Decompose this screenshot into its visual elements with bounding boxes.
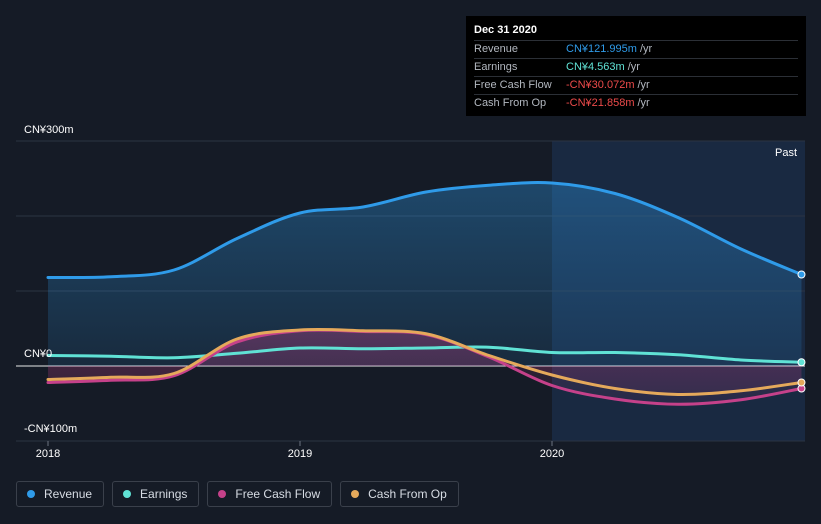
legend-item-cash-from-op[interactable]: Cash From Op [340, 481, 459, 507]
tooltip-unit: /yr [637, 97, 650, 109]
series-lines [46, 181, 803, 406]
tooltip-value: CN¥4.563m [566, 61, 625, 73]
revenue-line [46, 181, 803, 280]
tooltip-value: -CN¥21.858m [566, 97, 635, 109]
tooltip-value: CN¥121.995m [566, 43, 637, 55]
tooltip-label: Revenue [474, 43, 519, 55]
tooltip-row-revenue: Revenue CN¥121.995m /yr [474, 40, 798, 58]
tooltip-label: Earnings [474, 61, 518, 73]
earnings-line [46, 345, 803, 364]
tooltip-label: Free Cash Flow [474, 79, 552, 91]
x-tick-2019: 2019 [287, 448, 313, 460]
tooltip-row-earnings: Earnings CN¥4.563m /yr [474, 58, 798, 76]
y-label-top: CN¥300m [24, 124, 74, 136]
legend-dot-icon [351, 490, 360, 498]
chart-legend: Revenue Earnings Free Cash Flow Cash Fro… [16, 481, 459, 509]
tooltip-unit: /yr [639, 43, 653, 55]
legend-dot-icon [27, 490, 35, 498]
tooltip-row-free-cash-flow: Free Cash Flow -CN¥30.072m /yr [474, 76, 798, 94]
cash-from-op-end-point [797, 378, 806, 387]
cash-from-op-line [46, 327, 803, 397]
legend-item-earnings[interactable]: Earnings [112, 481, 200, 507]
past-label: Past [774, 147, 797, 159]
x-tick-2018: 2018 [35, 448, 61, 460]
tooltip-label: Cash From Op [474, 97, 547, 109]
legend-label: Earnings [140, 487, 188, 501]
legend-dot-icon [123, 490, 132, 498]
earnings-end-point [797, 358, 806, 367]
revenue-end-point [797, 270, 806, 279]
legend-item-revenue[interactable]: Revenue [16, 481, 105, 507]
legend-label: Revenue [44, 487, 93, 501]
data-tooltip: Dec 31 2020 Revenue CN¥121.995m /yr Earn… [466, 16, 806, 116]
legend-dot-icon [218, 490, 227, 498]
cash-from-op-area [48, 329, 802, 395]
revenue-area [48, 182, 802, 366]
legend-label: Free Cash Flow [235, 487, 321, 501]
area-fills [48, 182, 802, 405]
y-label-bottom: -CN¥100m [24, 423, 78, 435]
legend-label: Cash From Op [368, 487, 447, 501]
tooltip-row-cash-from-op: Cash From Op -CN¥21.858m /yr [474, 94, 798, 112]
tooltip-date: Dec 31 2020 [474, 24, 537, 36]
tooltip-unit: /yr [637, 79, 650, 91]
end-markers [797, 270, 806, 393]
x-tick-2020: 2020 [539, 448, 565, 460]
y-label-zero: CN¥0 [24, 348, 53, 360]
tooltip-unit: /yr [627, 61, 640, 73]
legend-item-free-cash-flow[interactable]: Free Cash Flow [207, 481, 333, 507]
tooltip-value: -CN¥30.072m [566, 79, 635, 91]
